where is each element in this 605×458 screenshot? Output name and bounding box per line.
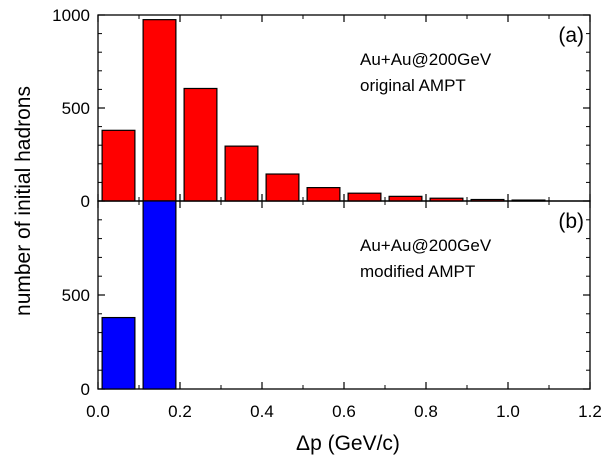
x-tick-label-3: 0.6 (332, 402, 356, 421)
x-tick-label-6: 1.2 (578, 402, 602, 421)
panel-a-bar-3 (224, 145, 259, 202)
panel-b-ytick-label-0: 0 (81, 380, 90, 399)
panel-a-bar-1 (142, 19, 177, 202)
panel-a-annotation-1: original AMPT (360, 76, 466, 95)
x-tick-label-2: 0.4 (250, 402, 274, 421)
panel-b: 0 500 Au+Au@200GeV modified AMPT (b) (62, 200, 591, 399)
x-axis-label: Δp (GeV/c) (296, 432, 400, 455)
panel-a-bar-4 (265, 173, 300, 202)
panel-b-ytick-label-1: 500 (62, 286, 90, 305)
panel-b-annotation-0: Au+Au@200GeV (360, 236, 492, 255)
panel-b-annotation-1: modified AMPT (360, 262, 475, 281)
panel-a-bar-6 (347, 192, 382, 202)
panel-a-bar-7 (388, 195, 423, 202)
panel-b-label: (b) (558, 210, 584, 233)
panel-b-bar-1 (142, 200, 177, 390)
x-tick-label-0: 0.0 (86, 402, 110, 421)
x-axis: 0.0 0.2 0.4 0.6 0.8 1.0 1.2 (86, 402, 602, 421)
panel-a-label: (a) (558, 24, 584, 47)
panel-a-ytick-label-1: 500 (62, 99, 90, 118)
x-tick-label-4: 0.8 (414, 402, 438, 421)
panel-a: 0 500 1000 Au+Au@200GeV original AMPT (a) (52, 6, 591, 211)
panel-b-bar-0 (101, 316, 136, 390)
x-tick-label-1: 0.2 (168, 402, 192, 421)
panel-a-ytick-label-2: 1000 (52, 6, 90, 25)
panel-a-bar-2 (183, 87, 218, 202)
x-tick-label-5: 1.0 (496, 402, 520, 421)
panel-a-ytick-label-0: 0 (81, 192, 90, 211)
panel-a-bar-5 (306, 187, 341, 202)
y-axis-label: number of initial hadrons (12, 86, 35, 316)
panel-a-annotation-0: Au+Au@200GeV (360, 50, 492, 69)
panel-a-bar-0 (101, 129, 136, 202)
